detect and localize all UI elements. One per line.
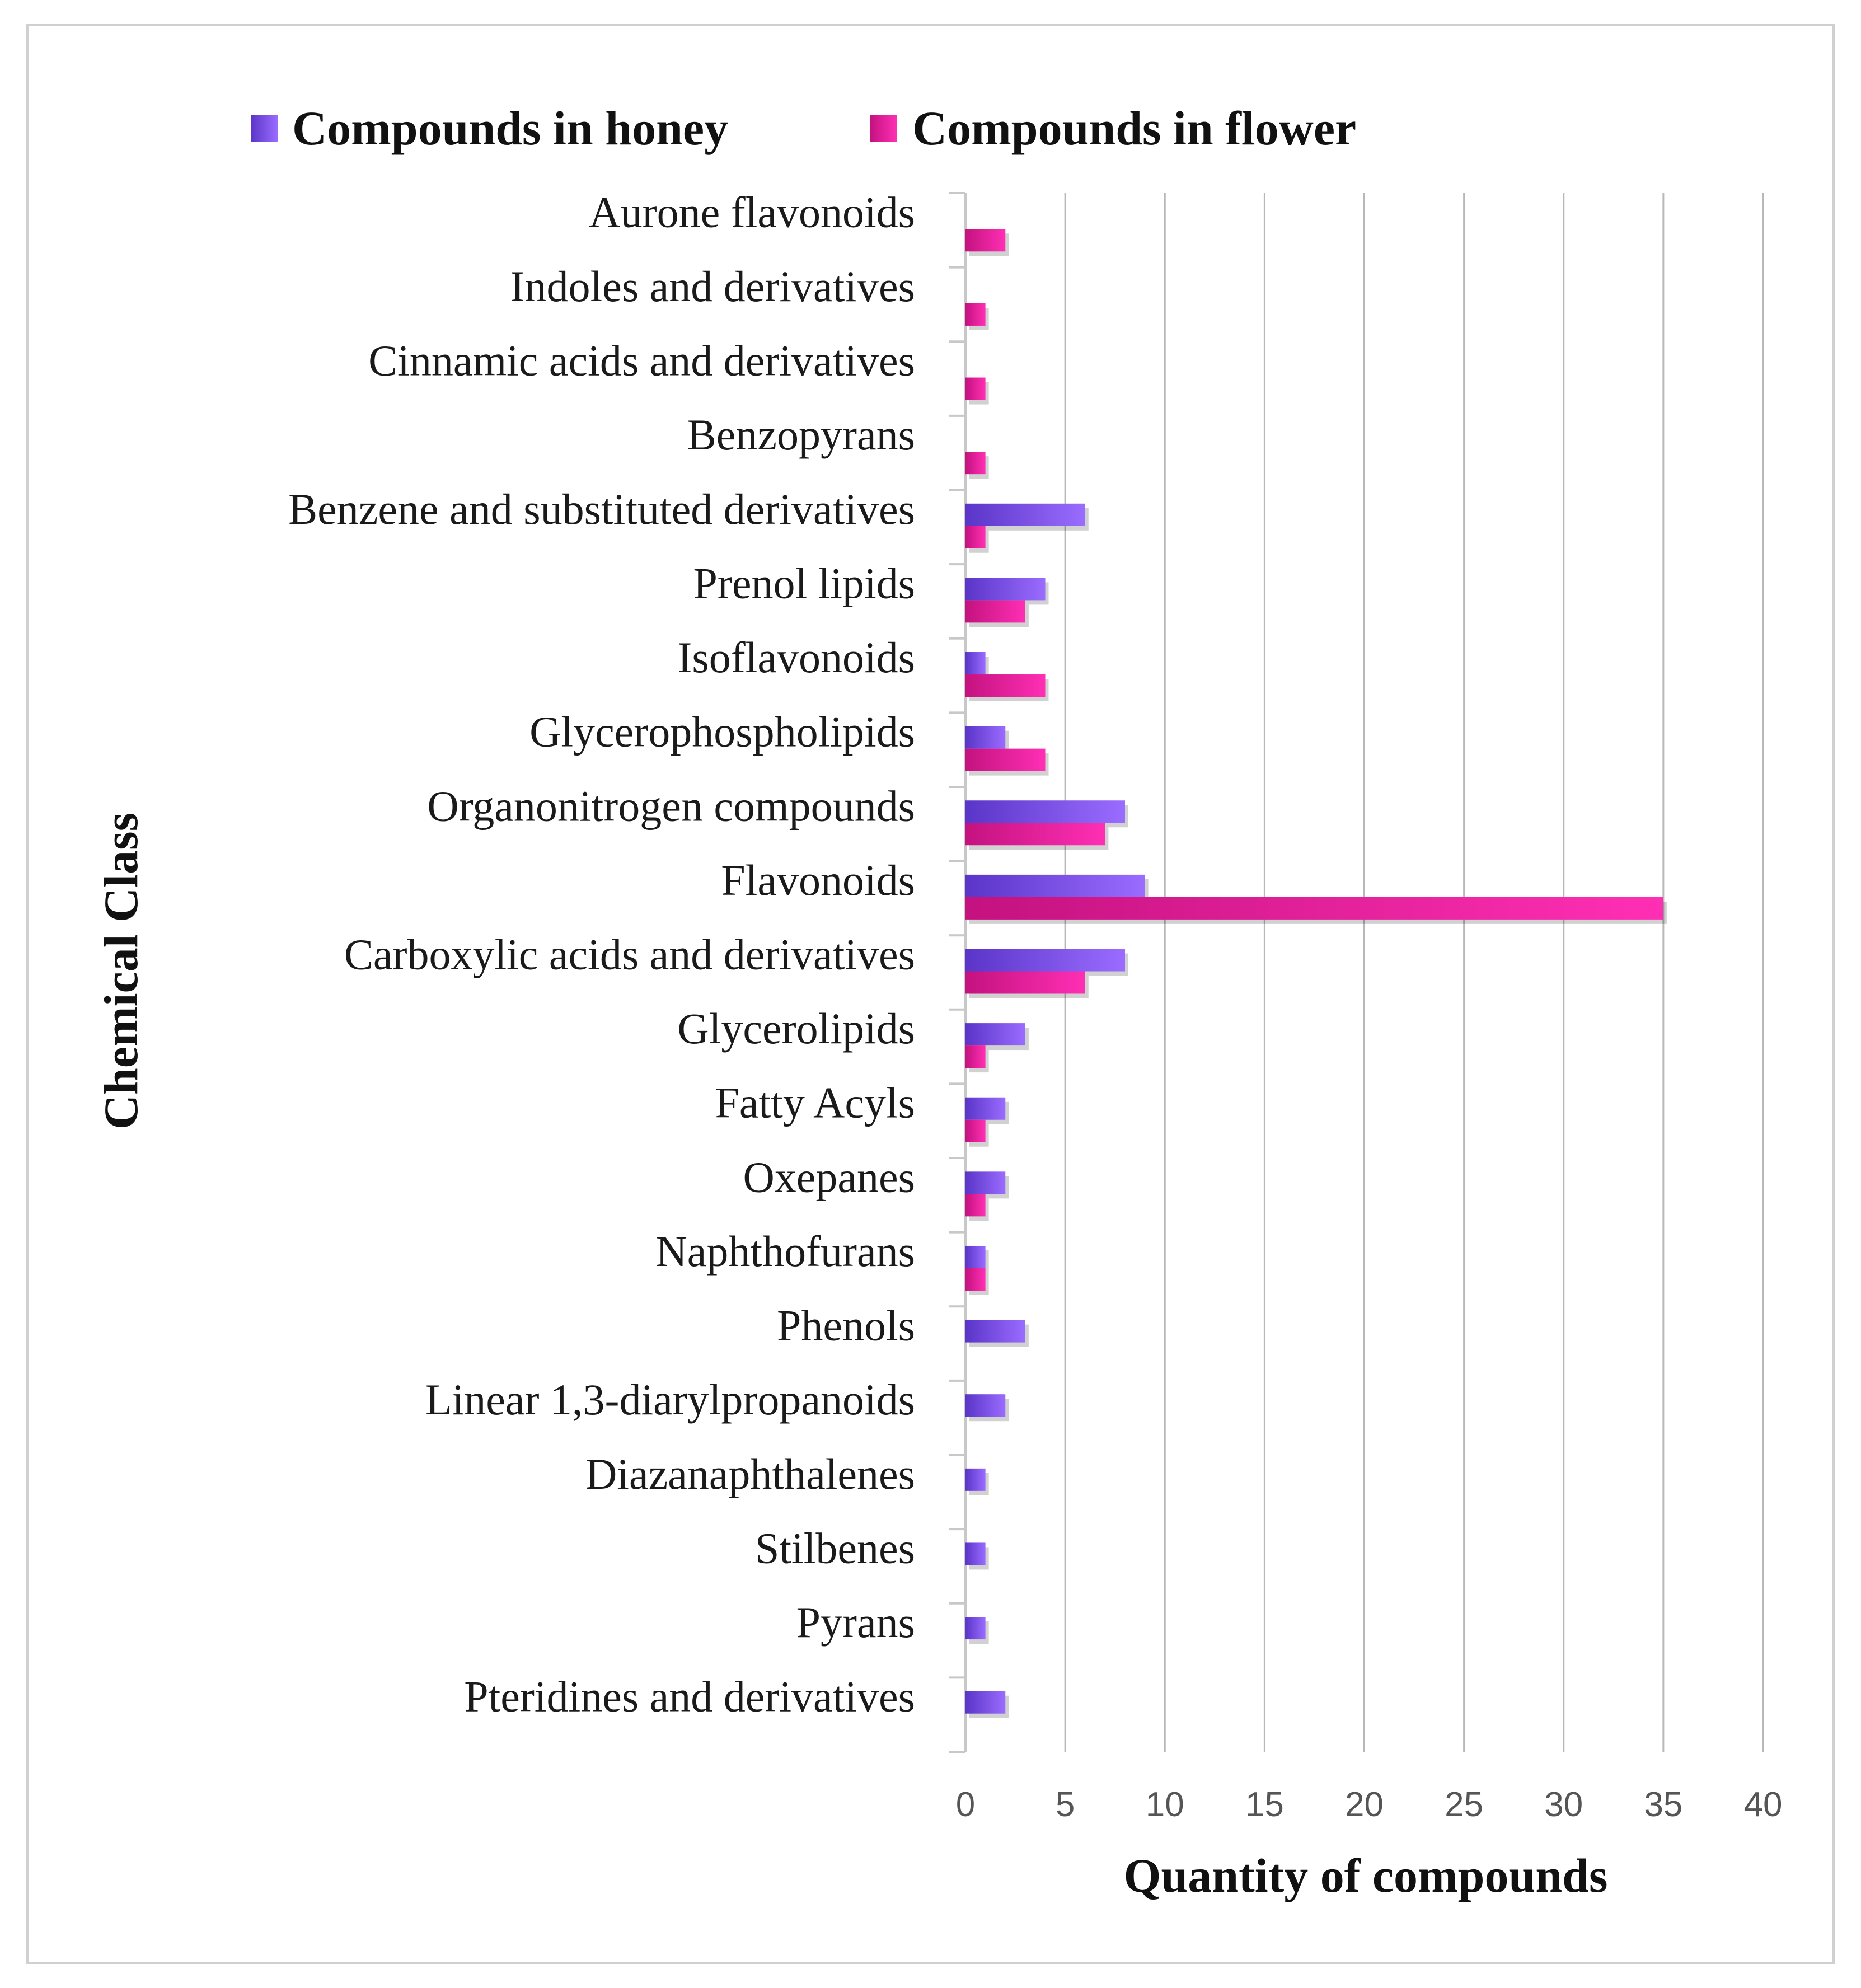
bar-honey	[965, 652, 986, 675]
bar-flower	[965, 600, 1025, 623]
legend-swatch-flower	[870, 115, 897, 142]
category-label: Naphthofurans	[655, 1227, 915, 1276]
category-label: Aurone flavonoids	[589, 187, 915, 236]
bar-flower	[965, 229, 1006, 252]
bar-honey	[965, 1245, 986, 1268]
x-tick-label-20: 20	[1345, 1785, 1384, 1824]
category-label: Organonitrogen compounds	[427, 781, 915, 830]
bar-honey	[965, 1542, 986, 1565]
bar-honey	[965, 1320, 1025, 1343]
category-label: Carboxylic acids and derivatives	[344, 930, 915, 979]
bar-flower	[965, 674, 1046, 697]
category-label: Pyrans	[796, 1598, 915, 1647]
x-axis-title: Quantity of compounds	[1124, 1849, 1608, 1902]
bar-honey	[965, 1468, 986, 1491]
tick-labels: 0 5 10 15 20 25 30 35 40	[956, 1785, 1783, 1824]
bar-flower	[965, 897, 1663, 920]
category-label: Oxepanes	[743, 1152, 915, 1201]
category-label: Prenol lipids	[693, 559, 915, 607]
x-tick-label-10: 10	[1146, 1785, 1184, 1824]
bar-honey	[965, 1394, 1006, 1417]
category-label: Phenols	[777, 1301, 915, 1350]
category-label: Isoflavonoids	[677, 633, 915, 682]
bar-honey	[965, 1097, 1006, 1120]
bar-flower	[965, 377, 986, 400]
x-tick-label-5: 5	[1056, 1785, 1075, 1824]
legend-label-honey: Compounds in honey	[292, 101, 728, 155]
category-axis	[949, 192, 967, 1753]
legend-label-flower: Compounds in flower	[912, 101, 1356, 155]
bar-flower	[965, 1119, 986, 1142]
bar-honey	[965, 726, 1006, 749]
category-label: Indoles and derivatives	[510, 262, 915, 311]
gridlines	[1064, 193, 1764, 1752]
legend-swatch-honey	[251, 115, 278, 142]
category-label: Benzopyrans	[687, 410, 915, 459]
y-axis-title: Chemical Class	[94, 813, 148, 1129]
bar-flower	[965, 748, 1046, 771]
x-tick-label-25: 25	[1445, 1785, 1483, 1824]
bar-honey	[965, 800, 1125, 823]
bar-honey	[965, 1171, 1006, 1194]
category-label: Diazanaphthalenes	[585, 1450, 915, 1498]
category-label: Flavonoids	[721, 856, 915, 904]
bar-honey	[965, 949, 1125, 972]
bar-flower	[965, 452, 986, 475]
bar-flower	[965, 526, 986, 548]
legend: Compounds in honey Compounds in flower	[251, 101, 1356, 155]
bar-honey	[965, 578, 1046, 601]
bar-flower	[965, 1045, 986, 1068]
x-tick-label-0: 0	[956, 1785, 975, 1824]
category-label: Stilbenes	[755, 1523, 915, 1572]
bar-flower	[965, 303, 986, 326]
bar-flower	[965, 971, 1085, 994]
category-label: Fatty Acyls	[715, 1079, 915, 1127]
bar-flower	[965, 1194, 986, 1217]
category-labels: Aurone flavonoids Indoles and derivatives…	[288, 187, 915, 1720]
category-label: Glycerophospholipids	[529, 707, 915, 756]
chart-frame	[26, 24, 1835, 1964]
bar-flower	[965, 1268, 986, 1291]
bar-honey	[965, 874, 1145, 897]
x-tick-label-15: 15	[1245, 1785, 1284, 1824]
category-label: Glycerolipids	[677, 1004, 915, 1053]
category-label: Linear 1,3-diarylpropanoids	[425, 1375, 915, 1424]
bar-honey	[965, 1023, 1025, 1046]
x-tick-label-35: 35	[1644, 1785, 1682, 1824]
category-label: Cinnamic acids and derivatives	[368, 336, 915, 385]
x-tick-label-30: 30	[1544, 1785, 1583, 1824]
x-tick-label-40: 40	[1744, 1785, 1783, 1824]
bar-honey	[965, 1617, 986, 1640]
bar-honey	[965, 1691, 1006, 1714]
bar-honey	[965, 503, 1085, 526]
category-label: Pteridines and derivatives	[464, 1672, 915, 1721]
category-label: Benzene and substituted derivatives	[288, 485, 915, 533]
bar-flower	[965, 823, 1105, 846]
bars	[965, 229, 1667, 1718]
